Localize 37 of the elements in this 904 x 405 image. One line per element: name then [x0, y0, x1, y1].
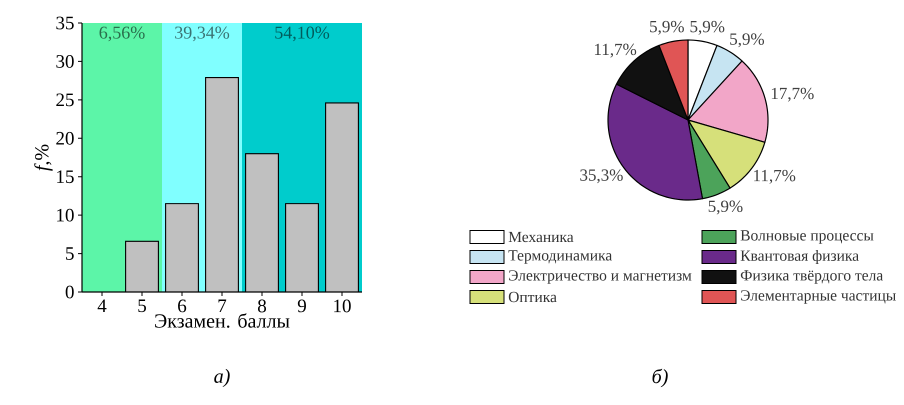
y-tick-label: 20 [56, 132, 74, 145]
text: а) [214, 368, 230, 388]
data-label: 5,9% [690, 20, 724, 35]
legend-label: Оптика [508, 292, 557, 302]
data-label: 5,9% [708, 200, 743, 214]
x-axis-title: Экзамен. баллы [155, 313, 290, 328]
y-tick-label: 0 [66, 286, 74, 298]
legend-label: Физика твёрдого тела [740, 270, 884, 284]
y-tick-label: 10 [57, 208, 74, 222]
x-tick-label: 4 [98, 300, 106, 312]
legend-label: Элементарные частицы [741, 290, 896, 304]
legend-label: Термодинамика [508, 250, 612, 264]
y-tick-label: 5 [66, 247, 74, 260]
band-label: 39,34% [175, 26, 230, 42]
band-label: 54,10% [275, 26, 330, 42]
y-tick-label: 15 [57, 170, 74, 184]
text: б) [652, 368, 668, 388]
data-label: 5,9% [650, 20, 684, 35]
legend-label: Квантовая физика [740, 250, 859, 264]
x-tick-label: 9 [298, 300, 306, 312]
y-tick-label: 30 [56, 55, 74, 68]
x-tick-label: 5 [138, 300, 146, 312]
data-label: 11,7% [754, 170, 796, 184]
band-label: 6,56% [100, 26, 145, 42]
y-tick-label: 35 [56, 16, 74, 30]
legend-label: Электричество и магнетизм [509, 270, 692, 284]
data-label: 5,9% [730, 33, 764, 48]
data-label: 35,3% [580, 169, 623, 184]
y-tick-label: 25 [56, 93, 74, 106]
data-label: 17,7% [772, 88, 814, 102]
legend-label: Волновые процессы [740, 230, 874, 244]
x-tick-label: 10 [334, 300, 351, 312]
legend-label: Механика [508, 232, 574, 242]
data-label: 11,7% [594, 44, 636, 58]
x-tick-label: 6 [178, 300, 186, 312]
x-tick-label: 7 [218, 300, 226, 312]
x-tick-label: 8 [258, 300, 266, 312]
